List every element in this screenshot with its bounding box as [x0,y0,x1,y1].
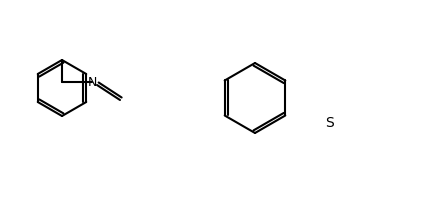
Text: N: N [87,75,97,89]
Text: S: S [326,116,334,130]
